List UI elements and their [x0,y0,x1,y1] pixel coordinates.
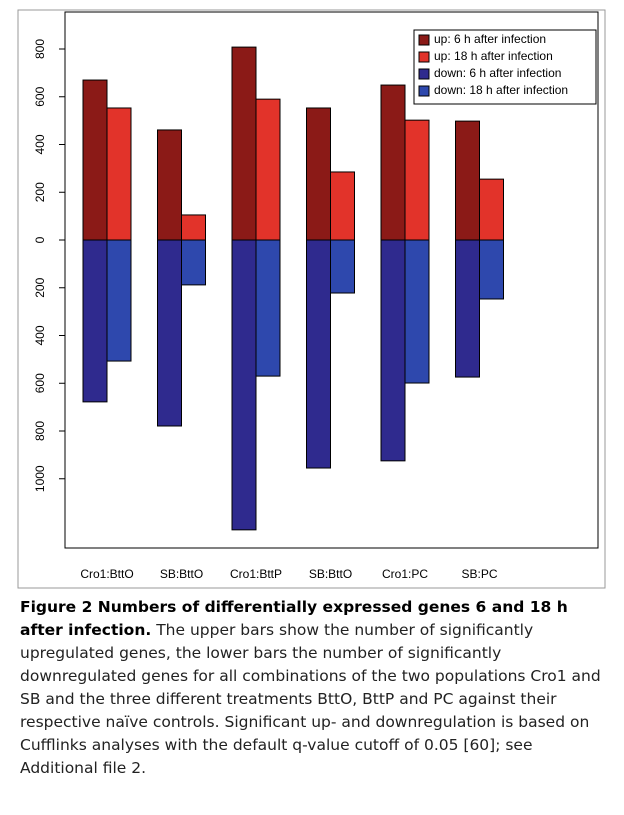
legend-swatch [418,34,430,46]
bar [404,239,430,384]
y-tick-label: 400 [33,134,47,154]
bar [479,178,504,241]
bar [306,239,331,469]
y-tick-label: 600 [33,373,47,393]
bar [82,79,108,241]
bar [231,239,257,531]
y-tick-label: 800 [33,421,47,441]
bar [231,46,257,241]
bar [404,119,430,241]
plot-frame [64,11,599,549]
x-tick-label: Cro1:BttP [230,567,282,581]
x-tick-label: SB:BttO [309,567,352,581]
y-tick-label: 0 [33,236,47,243]
caption-text: The upper bars show the number of signif… [20,621,601,777]
x-tick-label: Cro1:PC [382,567,428,581]
y-tick-label: 1000 [33,465,47,492]
y-tick-label: 600 [33,86,47,106]
legend-label: up: 6 h after infection [434,32,546,46]
caption: Figure 2 Numbers of differentially expre… [20,596,610,780]
y-tick-label: 800 [33,39,47,59]
y-tick-label: 200 [33,182,47,202]
legend-label: down: 18 h after infection [434,83,568,97]
bar [255,239,281,377]
bar [157,239,182,427]
x-tick-label: Cro1:BttO [80,567,133,581]
bar [455,239,480,378]
legend-label: down: 6 h after infection [434,66,561,80]
chart: 1000 800 600 400 200 0 200 400 600 800 Cro1:BttO SB… [17,9,606,589]
bar [306,107,331,241]
bar [106,239,132,362]
x-tick-label: SB:BttO [160,567,203,581]
bar [181,214,206,241]
x-tick-label: SB:PC [461,567,497,581]
bar [106,107,132,241]
legend-box [413,29,597,105]
legend-swatch [418,85,430,97]
caption-title: Figure 2 Numbers of differentially expre… [20,598,568,639]
bar [380,84,406,241]
bar [330,171,355,241]
bar [181,239,206,286]
legend-swatch [418,51,430,63]
bar [479,239,504,300]
bar [82,239,108,403]
y-tick-label: 200 [33,277,47,297]
legend-label: up: 18 h after infection [434,49,553,63]
bar [330,239,355,294]
bar [157,129,182,241]
bar [380,239,406,462]
bar [255,98,281,241]
bar [455,120,480,241]
figure-frame [17,9,606,589]
legend-swatch [418,68,430,80]
y-tick-label: 400 [33,325,47,345]
